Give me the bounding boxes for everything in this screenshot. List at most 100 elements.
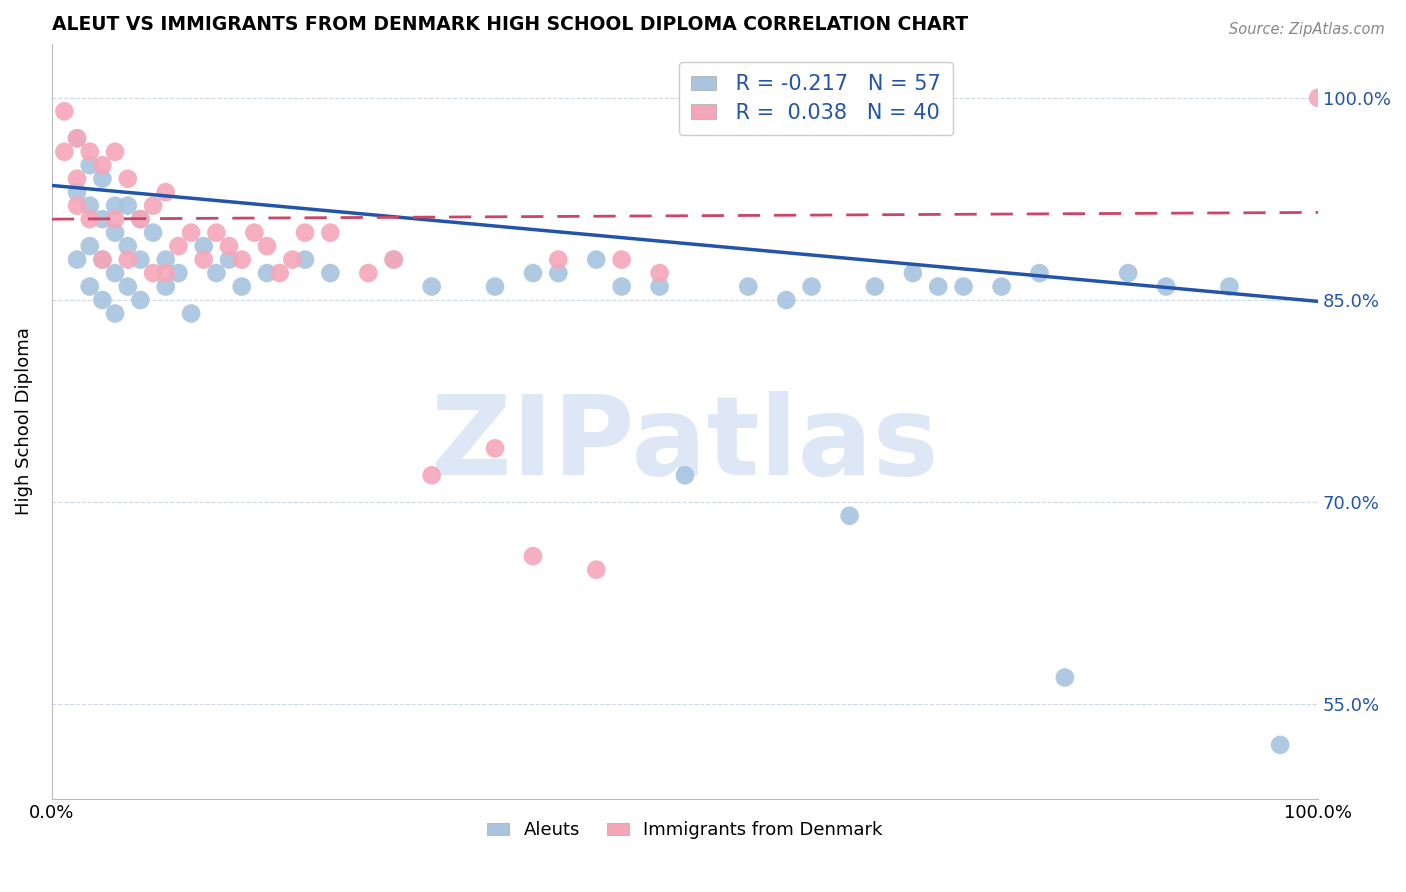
Point	[1268, 738, 1291, 752]
Point	[129, 293, 152, 307]
Point	[66, 185, 89, 199]
Point	[91, 158, 114, 172]
Point	[838, 508, 860, 523]
Point	[117, 239, 139, 253]
Point	[155, 252, 177, 267]
Point	[155, 185, 177, 199]
Text: Source: ZipAtlas.com: Source: ZipAtlas.com	[1229, 22, 1385, 37]
Point	[66, 252, 89, 267]
Point	[193, 239, 215, 253]
Point	[91, 252, 114, 267]
Point	[901, 266, 924, 280]
Point	[142, 266, 165, 280]
Point	[142, 226, 165, 240]
Point	[294, 226, 316, 240]
Point	[205, 226, 228, 240]
Point	[193, 252, 215, 267]
Point	[1028, 266, 1050, 280]
Point	[66, 171, 89, 186]
Point	[863, 279, 886, 293]
Y-axis label: High School Diploma: High School Diploma	[15, 327, 32, 516]
Point	[673, 468, 696, 483]
Point	[53, 104, 76, 119]
Point	[522, 266, 544, 280]
Point	[281, 252, 304, 267]
Point	[648, 279, 671, 293]
Point	[800, 279, 823, 293]
Point	[155, 279, 177, 293]
Point	[91, 293, 114, 307]
Point	[129, 212, 152, 227]
Point	[104, 212, 127, 227]
Point	[79, 279, 101, 293]
Point	[775, 293, 797, 307]
Text: ALEUT VS IMMIGRANTS FROM DENMARK HIGH SCHOOL DIPLOMA CORRELATION CHART: ALEUT VS IMMIGRANTS FROM DENMARK HIGH SC…	[52, 15, 967, 34]
Point	[104, 266, 127, 280]
Point	[218, 252, 240, 267]
Point	[180, 226, 202, 240]
Point	[585, 252, 607, 267]
Point	[104, 306, 127, 320]
Point	[1218, 279, 1240, 293]
Point	[79, 212, 101, 227]
Point	[256, 266, 278, 280]
Point	[129, 212, 152, 227]
Point	[484, 442, 506, 456]
Point	[610, 279, 633, 293]
Point	[155, 266, 177, 280]
Point	[79, 158, 101, 172]
Point	[737, 279, 759, 293]
Point	[91, 252, 114, 267]
Point	[382, 252, 405, 267]
Point	[382, 252, 405, 267]
Point	[117, 171, 139, 186]
Point	[1308, 91, 1330, 105]
Point	[256, 239, 278, 253]
Point	[522, 549, 544, 564]
Point	[357, 266, 380, 280]
Point	[1116, 266, 1139, 280]
Point	[1053, 671, 1076, 685]
Point	[585, 563, 607, 577]
Point	[243, 226, 266, 240]
Point	[420, 468, 443, 483]
Point	[91, 171, 114, 186]
Point	[66, 199, 89, 213]
Point	[547, 252, 569, 267]
Point	[104, 226, 127, 240]
Point	[167, 239, 190, 253]
Point	[104, 145, 127, 159]
Point	[53, 145, 76, 159]
Point	[269, 266, 291, 280]
Point	[117, 252, 139, 267]
Point	[1154, 279, 1177, 293]
Point	[547, 266, 569, 280]
Point	[990, 279, 1012, 293]
Point	[79, 145, 101, 159]
Point	[484, 279, 506, 293]
Point	[104, 199, 127, 213]
Point	[142, 199, 165, 213]
Point	[79, 239, 101, 253]
Point	[180, 306, 202, 320]
Point	[91, 212, 114, 227]
Point	[294, 252, 316, 267]
Point	[231, 252, 253, 267]
Point	[167, 266, 190, 280]
Point	[117, 199, 139, 213]
Point	[610, 252, 633, 267]
Point	[319, 226, 342, 240]
Point	[129, 252, 152, 267]
Point	[205, 266, 228, 280]
Point	[218, 239, 240, 253]
Point	[231, 279, 253, 293]
Point	[927, 279, 949, 293]
Point	[66, 131, 89, 145]
Point	[66, 131, 89, 145]
Point	[420, 279, 443, 293]
Point	[319, 266, 342, 280]
Point	[952, 279, 974, 293]
Point	[79, 199, 101, 213]
Legend: Aleuts, Immigrants from Denmark: Aleuts, Immigrants from Denmark	[481, 814, 890, 847]
Text: ZIPatlas: ZIPatlas	[432, 391, 939, 498]
